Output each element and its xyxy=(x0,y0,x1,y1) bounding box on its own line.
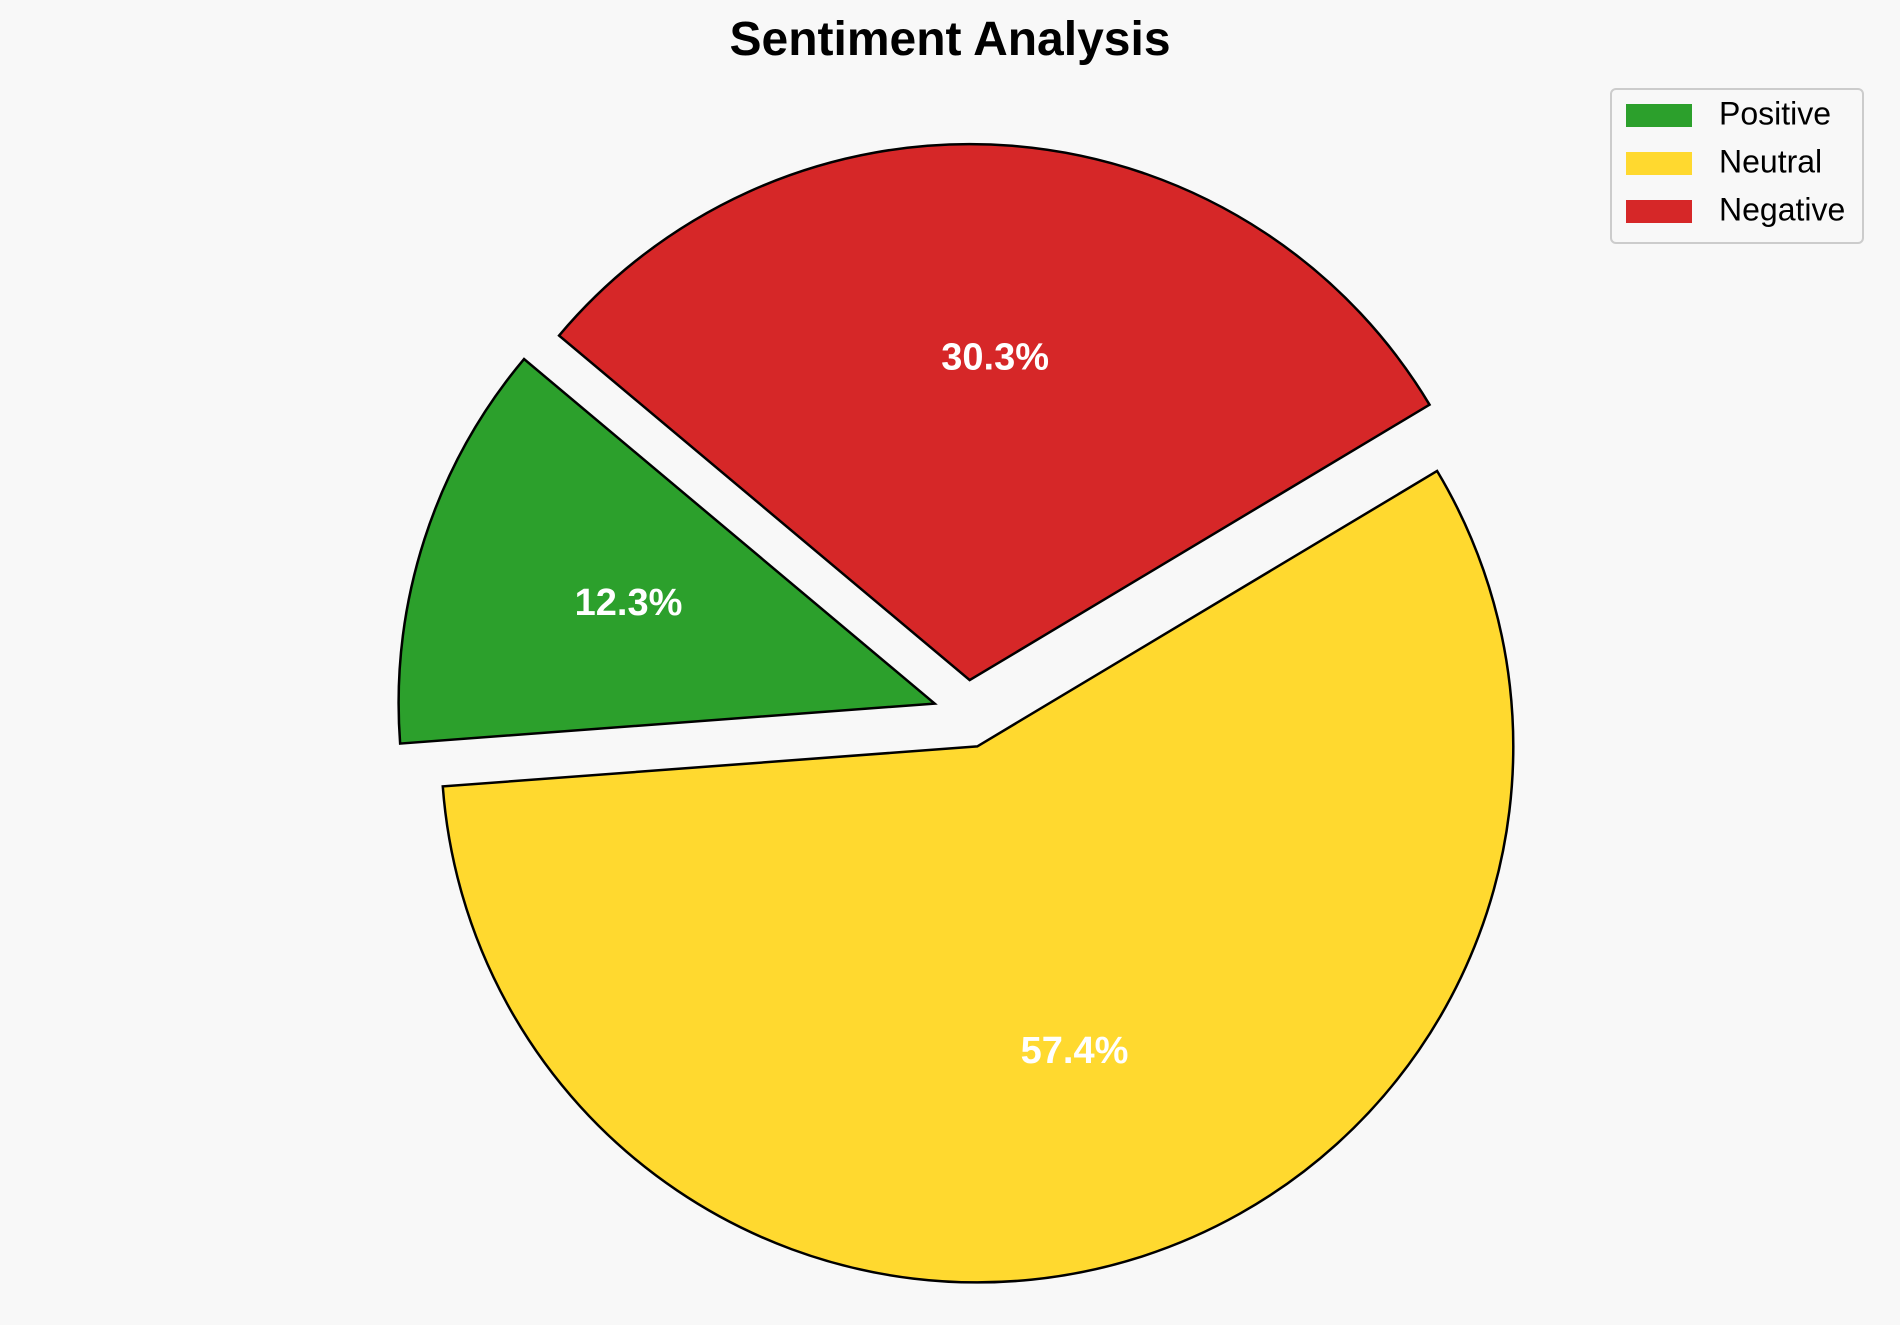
pie-label-positive: 12.3% xyxy=(575,582,683,624)
pie-labels: 12.3% 57.4% 30.3% xyxy=(575,337,1129,1072)
pie-slice-neutral xyxy=(441,469,1515,1284)
pie-slices xyxy=(397,142,1515,1284)
legend-label-negative: Negative xyxy=(1719,191,1845,227)
pie-slice-positive xyxy=(397,357,938,745)
pie-slice-negative xyxy=(557,142,1432,682)
legend-label-neutral: Neutral xyxy=(1719,143,1822,179)
legend-swatch-positive xyxy=(1626,104,1692,127)
legend: Positive Neutral Negative xyxy=(1610,88,1864,244)
legend-label-positive: Positive xyxy=(1719,95,1831,131)
pie-label-neutral: 57.4% xyxy=(1021,1030,1129,1072)
legend-swatch-neutral xyxy=(1626,152,1692,175)
chart-title: Sentiment Analysis xyxy=(729,13,1170,66)
legend-swatch-negative xyxy=(1626,200,1692,223)
pie-label-negative: 30.3% xyxy=(941,337,1049,379)
